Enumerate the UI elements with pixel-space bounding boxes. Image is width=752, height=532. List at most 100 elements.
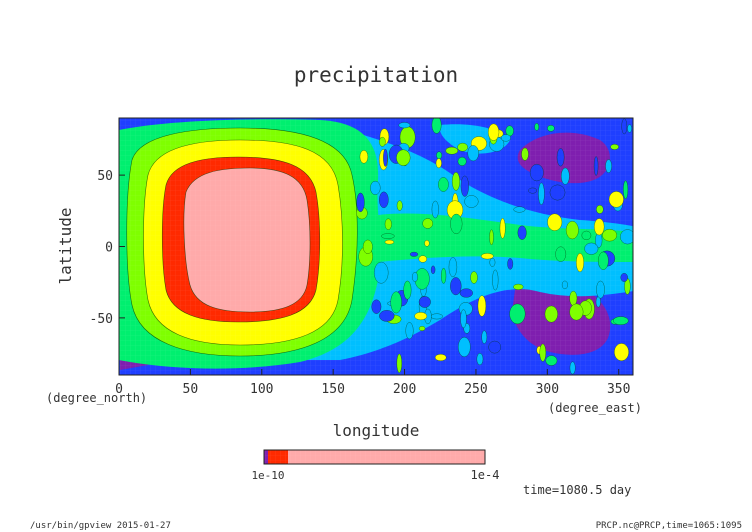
contour-blob [614, 343, 629, 362]
contour-blob [621, 118, 628, 135]
contour-blob [620, 229, 633, 245]
contour-blob [370, 180, 381, 195]
contour-blob [460, 309, 467, 329]
contour-blob [610, 143, 619, 150]
contour-blob [445, 146, 459, 155]
contour-blob [470, 271, 478, 284]
contour-blob [477, 295, 487, 317]
contour-blob [584, 242, 599, 255]
contour-blob [513, 206, 526, 213]
contour-blob [612, 316, 629, 326]
contour-blob [371, 299, 382, 314]
contour-blob [608, 191, 624, 208]
contour-blob [422, 218, 434, 229]
x-tick-label: 50 [183, 382, 199, 397]
contour-blob [460, 175, 469, 197]
contour-blob [549, 184, 566, 201]
contour-blob [412, 271, 418, 283]
contour-blob [451, 172, 461, 191]
x-tick-label: 100 [250, 382, 273, 397]
grid-overlay [119, 118, 633, 375]
y-axis: 50 0 -50 [90, 169, 125, 327]
contour-blob [623, 180, 629, 200]
x-tick-label: 150 [321, 382, 344, 397]
contour-blob [378, 191, 389, 209]
contour-blob [556, 148, 565, 167]
contour-blob [596, 280, 605, 299]
colorbar-grid [264, 450, 485, 464]
contour-blob [620, 273, 628, 282]
contour-blob [602, 228, 618, 242]
contour-blob [528, 187, 538, 194]
contour-blob [544, 305, 558, 323]
contour-blob [534, 123, 540, 131]
contour-blob [405, 322, 414, 340]
contour-blob [359, 150, 369, 164]
contour-blob [627, 124, 632, 133]
contour-blob [448, 257, 458, 278]
contour-blob [403, 280, 412, 300]
contour-blob [457, 142, 468, 152]
contour-blob [430, 313, 443, 320]
contour-blob [529, 163, 544, 182]
x-tick-label: 200 [393, 382, 416, 397]
x-unit-label: (degree_east) [548, 401, 642, 415]
contour-blob [384, 239, 395, 245]
precipitation-field [119, 118, 633, 375]
contour-blob [418, 255, 428, 263]
contour-blob [481, 330, 488, 344]
contour-blob [440, 267, 447, 284]
contour-blob [545, 355, 558, 366]
y-unit-label: (degree_north) [46, 391, 147, 405]
contour-blob [517, 225, 527, 240]
contour-blob [464, 195, 479, 208]
source-footer: PRCP.nc@PRCP,time=1065:1095 [596, 521, 742, 531]
contour-blob [507, 258, 514, 270]
contour-blob [438, 177, 449, 192]
colorbar-frame [263, 449, 486, 465]
contour-blob [593, 218, 605, 236]
x-tick-label: 0 [115, 382, 123, 397]
contour-blob [430, 265, 436, 275]
contour-blob [492, 269, 499, 291]
contour-blob [418, 325, 426, 332]
contour-blob [509, 303, 526, 325]
contour-blob [480, 253, 494, 260]
contour-blob [596, 204, 604, 214]
contour-blob [593, 156, 599, 176]
contour-blob [513, 283, 524, 290]
contour-blob [547, 124, 555, 132]
contour-blob [457, 156, 467, 166]
contour-blob [450, 277, 462, 296]
contour-blob [488, 340, 502, 354]
contour-blob [581, 230, 592, 241]
contour-blob [396, 353, 403, 373]
contour-blob [500, 134, 511, 142]
contour-blob [569, 361, 576, 375]
contour-blob [434, 353, 447, 362]
contour-blob [560, 167, 570, 185]
contour-blob [418, 296, 431, 308]
contour-blob [597, 251, 609, 270]
contour-blob [356, 192, 365, 213]
contour-blob [362, 239, 373, 254]
contour-blob [431, 200, 439, 219]
contour-blob [431, 118, 442, 134]
colorbar-high-label: 1e-4 [471, 468, 500, 482]
contour-blob [561, 280, 568, 290]
colorbar-low-label: 1e-10 [251, 469, 284, 482]
contour-blob [381, 233, 395, 239]
contour-blob [521, 147, 529, 161]
contour-blob [396, 149, 411, 166]
y-tick-label: 50 [97, 169, 113, 184]
contour-blob [459, 288, 473, 298]
contour-blob [409, 251, 419, 257]
chart-title: precipitation [294, 63, 458, 87]
x-tick-label: 350 [607, 382, 630, 397]
contour-blob [379, 310, 395, 322]
contour-blob [555, 246, 567, 262]
contour-blob [396, 200, 403, 211]
contour-blob [414, 312, 428, 321]
x-tick-label: 300 [536, 382, 559, 397]
